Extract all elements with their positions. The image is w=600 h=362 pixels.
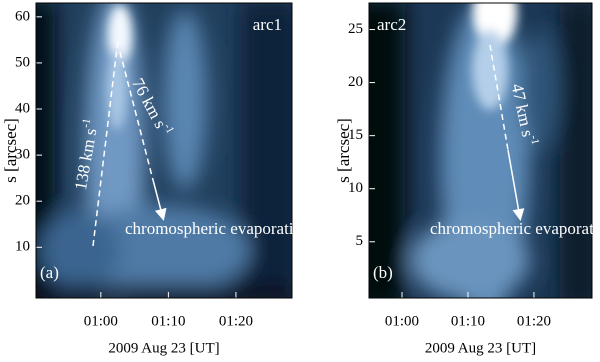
y-tick-label: 60 bbox=[15, 8, 30, 24]
arrow-label: chromospheric evaporation bbox=[430, 219, 600, 238]
x-tick-label: 01:10 bbox=[151, 313, 185, 329]
speed-exponent: -1 bbox=[528, 134, 542, 145]
x-tick-label: 01:20 bbox=[517, 313, 551, 329]
x-tick-label: 01:00 bbox=[385, 313, 419, 329]
image-panel-a bbox=[36, 3, 292, 298]
plot-frame bbox=[35, 2, 293, 299]
y-tick-label: 50 bbox=[15, 54, 30, 70]
y-tick-label: 20 bbox=[15, 193, 30, 209]
panel-name: arc1 bbox=[253, 15, 282, 34]
x-tick-label: 01:00 bbox=[84, 313, 118, 329]
panel-name: arc2 bbox=[377, 15, 406, 34]
panel-label: (b) bbox=[373, 263, 393, 282]
x-tick-label: 01:20 bbox=[219, 313, 253, 329]
x-axis-label: 2009 Aug 23 [UT] bbox=[425, 340, 536, 356]
panel-label: (a) bbox=[40, 263, 59, 282]
x-tick-label: 01:10 bbox=[451, 313, 485, 329]
y-tick-label: 20 bbox=[348, 74, 363, 90]
y-tick-label: 10 bbox=[15, 239, 30, 255]
y-axis-label: s [arcsec] bbox=[334, 118, 353, 183]
y-tick-label: 25 bbox=[348, 21, 363, 37]
y-tick-label: 5 bbox=[356, 233, 364, 249]
image-panel-b bbox=[369, 3, 592, 298]
y-tick-label: 15 bbox=[348, 127, 363, 143]
arrow-label: chromospheric evaporation bbox=[125, 219, 311, 238]
y-axis-label: s [arcsec] bbox=[1, 118, 20, 183]
y-tick-label: 40 bbox=[15, 100, 30, 116]
x-axis-label: 2009 Aug 23 [UT] bbox=[108, 340, 219, 356]
y-tick-label: 30 bbox=[15, 147, 30, 163]
speed-exponent: -1 bbox=[79, 117, 92, 128]
y-tick-label: 10 bbox=[348, 180, 363, 196]
plot-frame bbox=[368, 2, 593, 299]
